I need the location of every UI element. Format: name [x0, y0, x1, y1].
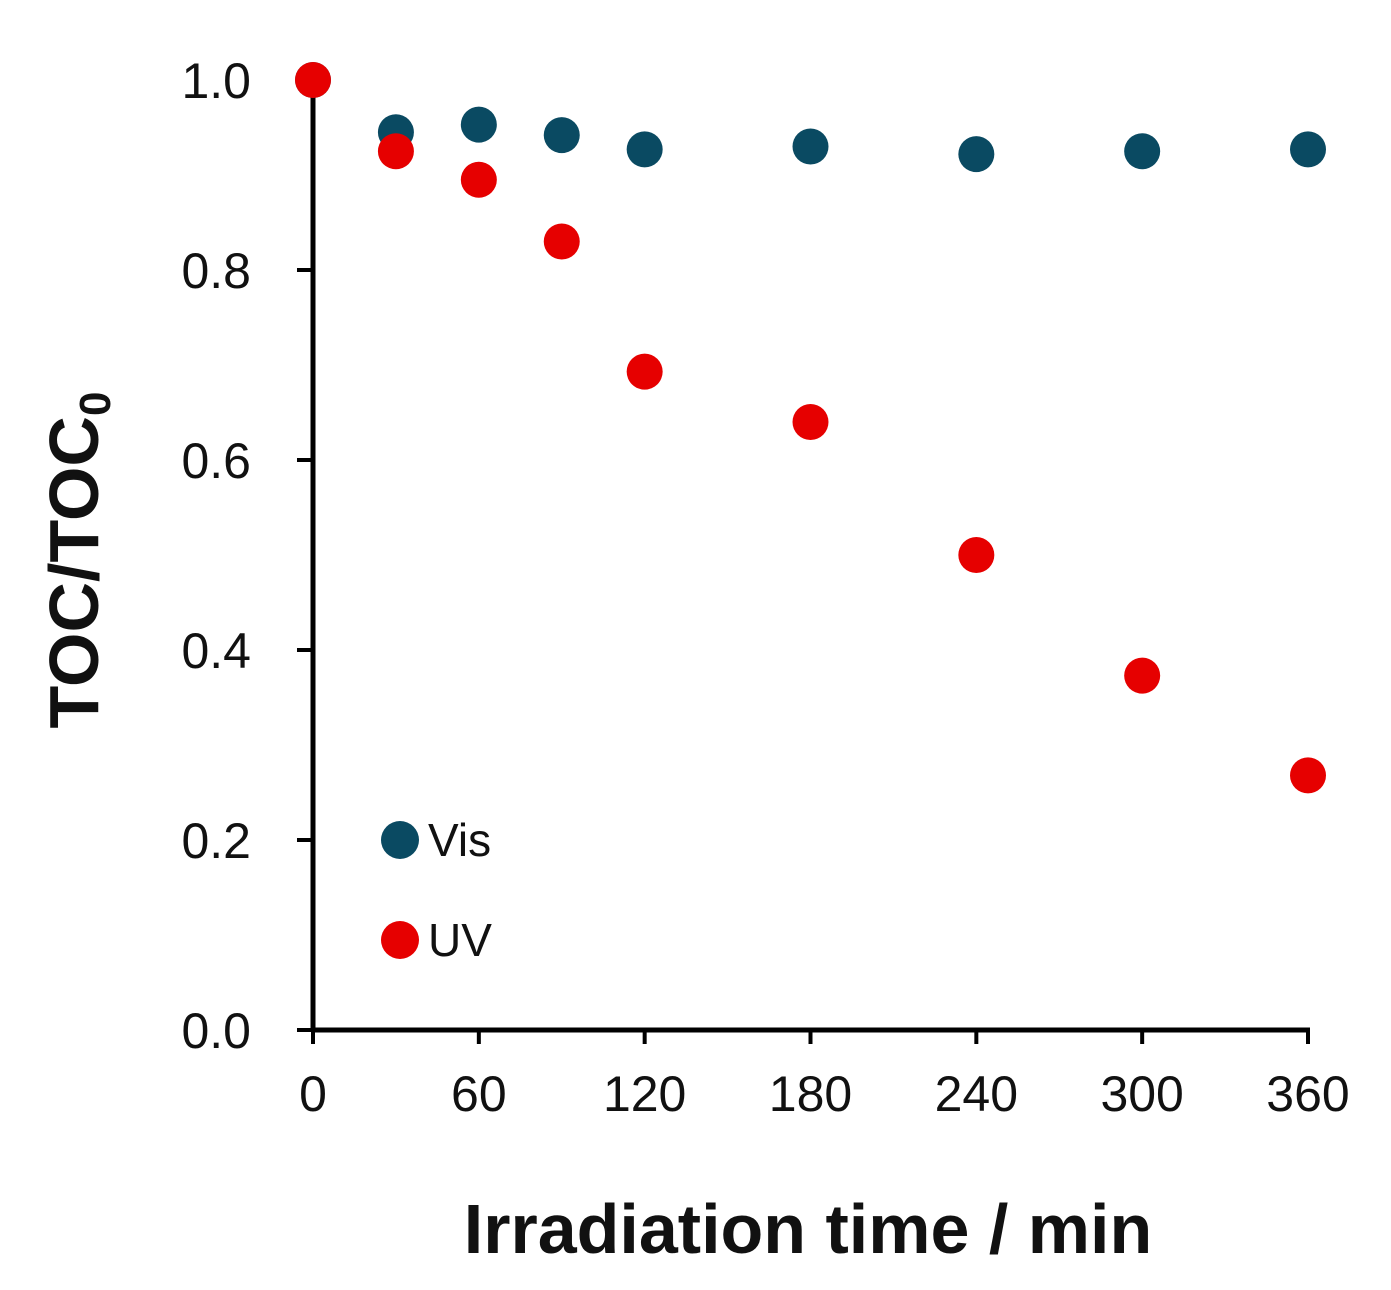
data-point-uv — [460, 161, 497, 198]
x-tick-label: 180 — [769, 1066, 852, 1122]
data-point-uv — [1124, 657, 1161, 694]
legend-marker-uv — [381, 921, 419, 959]
y-axis-title: TOC/TOC0 — [35, 392, 120, 729]
axes — [310, 80, 1310, 1033]
y-tick-label: 0.0 — [181, 1003, 251, 1059]
data-point-uv — [626, 353, 663, 390]
y-axis-title-subscript: 0 — [71, 392, 120, 416]
data-point-vis — [792, 128, 829, 165]
data-point-uv — [958, 537, 995, 573]
y-tick-label: 0.6 — [181, 433, 251, 489]
data-point-vis — [460, 106, 497, 143]
x-tick-label: 120 — [603, 1066, 686, 1122]
data-point-vis — [626, 131, 663, 168]
y-ticks: 0.0 0.2 0.4 0.6 0.8 1.0 — [181, 53, 313, 1059]
y-axis-title-main: TOC/TOC — [35, 416, 113, 728]
data-point-uv — [543, 223, 580, 260]
x-tick-label: 0 — [299, 1066, 327, 1122]
legend-label-uv: UV — [428, 914, 492, 966]
data-point-vis — [1290, 131, 1326, 168]
data-point-uv — [792, 404, 829, 440]
legend: Vis UV — [381, 814, 492, 966]
data-point-vis — [1124, 133, 1161, 170]
x-tick-label: 240 — [935, 1066, 1018, 1122]
data-point-uv — [1290, 757, 1326, 794]
legend-marker-vis — [381, 821, 419, 859]
y-tick-label: 1.0 — [181, 53, 251, 109]
x-ticks: 0 60 120 180 240 300 360 — [299, 1030, 1350, 1122]
data-point-uv — [377, 133, 414, 170]
y-tick-label: 0.4 — [181, 623, 251, 679]
x-tick-label: 300 — [1100, 1066, 1183, 1122]
x-tick-label: 60 — [451, 1066, 507, 1122]
data-point-vis — [958, 136, 995, 173]
legend-label-vis: Vis — [428, 814, 491, 866]
x-axis-title: Irradiation time / min — [464, 1190, 1152, 1268]
data-point-vis — [543, 117, 580, 154]
data-points — [295, 62, 1326, 794]
y-tick-label: 0.8 — [181, 243, 251, 299]
y-tick-label: 0.2 — [181, 813, 251, 869]
data-point-uv — [295, 62, 331, 98]
x-tick-label: 360 — [1266, 1066, 1349, 1122]
